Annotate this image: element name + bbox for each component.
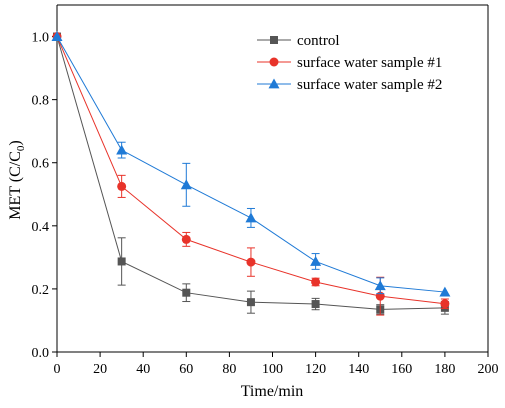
legend-marker (268, 78, 280, 89)
y-tick-label: 0.0 (32, 346, 50, 361)
x-tick-label: 80 (222, 362, 236, 377)
legend-marker (270, 36, 278, 44)
x-tick-label: 0 (54, 362, 61, 377)
data-point-triangle (374, 280, 386, 291)
legend-entry: control (257, 33, 340, 49)
x-tick-label: 200 (478, 362, 499, 377)
y-tick-label: 1.0 (32, 31, 50, 46)
y-axis-title-subscript: 0 (15, 145, 27, 151)
x-tick-label: 60 (179, 362, 193, 377)
y-axis-title: MET (C/C0) (7, 140, 27, 219)
data-point-square (311, 300, 320, 309)
data-point-circle (181, 234, 191, 244)
legend-entry: surface water sample #1 (257, 55, 442, 71)
data-point-circle (117, 181, 127, 191)
data-point-triangle (116, 144, 128, 155)
x-axis-title: Time/min (241, 383, 304, 400)
data-point-square (117, 257, 126, 266)
x-tick-label: 40 (136, 362, 150, 377)
legend-entry: surface water sample #2 (257, 77, 442, 93)
series-2 (52, 32, 450, 316)
x-tick-label: 140 (348, 362, 369, 377)
legend-label: surface water sample #1 (297, 55, 442, 71)
y-axis-title-main: MET (C/C (7, 151, 24, 220)
legend-marker (269, 57, 279, 67)
data-point-triangle (245, 212, 257, 223)
data-point-triangle (310, 255, 322, 266)
x-tick-label: 20 (93, 362, 107, 377)
legend-label: surface water sample #2 (297, 77, 442, 93)
series-layer (51, 31, 451, 316)
data-point-triangle (180, 179, 192, 190)
data-point-square (246, 298, 255, 307)
x-tick-label: 120 (305, 362, 326, 377)
series-3 (51, 31, 451, 297)
legend-label: control (297, 33, 340, 49)
x-tick-label: 100 (262, 362, 283, 377)
x-tick-label: 180 (434, 362, 455, 377)
data-point-triangle (439, 286, 451, 297)
y-axis-title-close: ) (7, 140, 24, 145)
data-point-circle (246, 257, 256, 267)
y-tick-label: 0.6 (32, 157, 50, 172)
x-tick-label: 160 (391, 362, 412, 377)
y-ticks: 0.0 0.2 0.4 0.6 0.8 1.0 (32, 31, 57, 361)
data-point-circle (440, 299, 450, 309)
data-point-square (182, 288, 191, 297)
y-tick-label: 0.8 (32, 94, 50, 109)
x-ticks: 0 20 40 60 80 100 120 140 160 180 200 (54, 352, 499, 377)
data-point-triangle (51, 31, 63, 41)
legend: control surface water sample #1 surface wa… (257, 33, 442, 93)
data-point-circle (311, 277, 321, 287)
y-tick-label: 0.4 (32, 220, 50, 235)
y-tick-label: 0.2 (32, 283, 50, 298)
